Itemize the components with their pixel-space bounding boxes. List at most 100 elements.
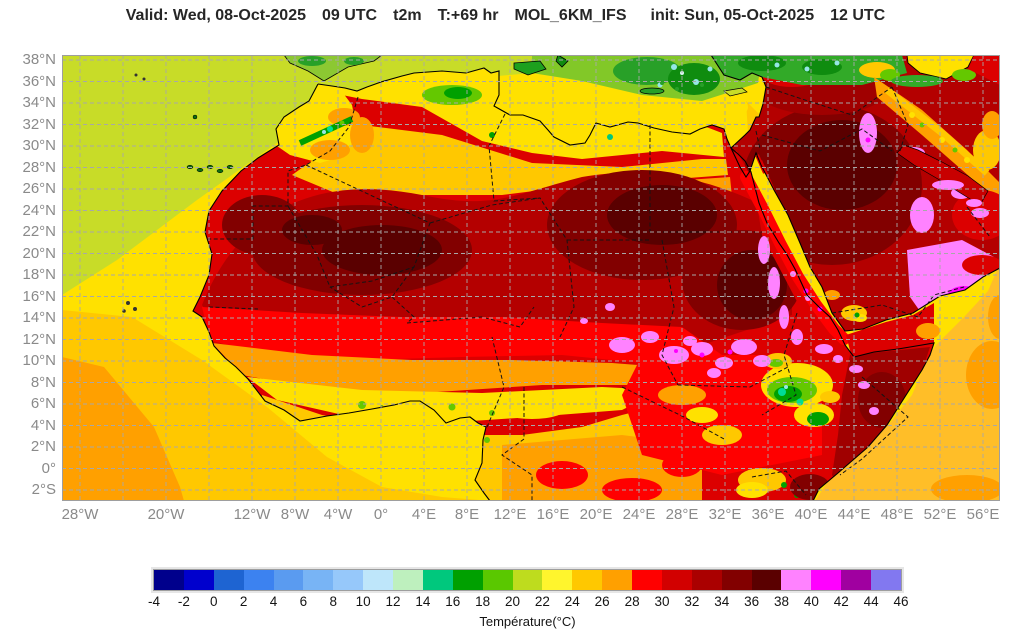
lon-tick-label: 12°E <box>493 506 527 523</box>
colorbar-tick-label: 4 <box>269 594 278 609</box>
lon-tick-label: 56°E <box>966 506 1000 523</box>
colorbar-tick-label: 14 <box>415 594 431 609</box>
title-part: T:+69 hr <box>437 7 499 24</box>
lat-tick-label: 32°N <box>22 115 56 133</box>
title-part: Valid: Wed, 08-Oct-2025 <box>125 7 306 24</box>
gulf-of-aden <box>846 303 940 358</box>
colorbar-tick-label: -2 <box>177 594 190 609</box>
lat-tick-label: 14°N <box>22 309 56 326</box>
colorbar-cell <box>721 570 752 590</box>
colorbar-cell <box>661 570 692 590</box>
lat-tick-label: 2°S <box>31 481 56 498</box>
lat-tick-label: 18°N <box>22 266 56 283</box>
colorbar-tick-label: 42 <box>833 594 849 609</box>
colorbar <box>154 570 901 590</box>
colorbar-cell <box>841 570 871 590</box>
colorbar-cell <box>183 570 214 590</box>
colorbar-cell <box>154 570 184 590</box>
colorbar-cell <box>542 570 573 590</box>
colorbar-tick-label: 32 <box>684 594 700 609</box>
colorbar-tick-label: 6 <box>299 594 308 609</box>
lat-tick-label: 24°N <box>22 201 56 219</box>
colorbar-cell <box>393 570 423 590</box>
lon-tick-label: 0° <box>373 506 389 523</box>
colorbar-cell <box>512 570 543 590</box>
lat-tick-label: 34°N <box>22 94 56 111</box>
colorbar-title: Température(°C) <box>479 614 576 629</box>
lon-tick-label: 52°E <box>923 506 957 523</box>
colorbar-tick-label: 2 <box>239 594 248 609</box>
colorbar-tick-label: 38 <box>773 594 789 609</box>
lon-tick-label: 12°W <box>233 506 271 523</box>
colorbar-cell <box>632 570 662 590</box>
lon-tick-label: 48°E <box>880 506 914 523</box>
lat-tick-label: 0° <box>41 459 56 477</box>
lon-tick-label: 36°E <box>751 506 785 523</box>
colorbar-cell <box>213 570 244 590</box>
colorbar-tick-label: 40 <box>803 594 819 609</box>
lon-tick-label: 40°E <box>794 506 828 523</box>
colorbar-cell <box>781 570 812 590</box>
colorbar-cell <box>482 570 513 590</box>
colorbar-tick-label: 10 <box>355 594 371 609</box>
colorbar-tick-label: 24 <box>564 594 580 609</box>
colorbar-cell <box>602 570 632 590</box>
map-frame <box>62 55 1000 501</box>
lon-tick-label: 8°E <box>454 506 480 523</box>
lon-tick-label: 28°E <box>665 506 699 523</box>
title-part: 09 UTC <box>321 7 378 24</box>
colorbar-tick-label: 26 <box>594 594 610 609</box>
lat-tick-label: 8°N <box>30 373 56 391</box>
colorbar-tick-label: 30 <box>654 594 670 609</box>
temperature-map <box>62 55 1000 501</box>
lon-tick-label: 4°E <box>411 506 437 523</box>
colorbar-cell <box>303 570 334 590</box>
colorbar-tick-label: 46 <box>893 594 909 609</box>
lat-tick-label: 30°N <box>22 137 56 154</box>
lat-tick-label: 28°N <box>22 158 56 176</box>
colorbar-cell <box>811 570 842 590</box>
colorbar-tick-label: 22 <box>534 594 550 609</box>
colorbar-cell <box>422 570 453 590</box>
lon-tick-label: 24°E <box>622 506 656 523</box>
colorbar-cell <box>452 570 483 590</box>
colorbar-cell <box>363 570 393 590</box>
colorbar-cell <box>333 570 364 590</box>
colorbar-cell <box>273 570 304 590</box>
country-borders <box>208 86 991 501</box>
lon-tick-label: 20°W <box>147 506 185 523</box>
lat-tick-label: 4°N <box>30 416 56 434</box>
lon-tick-label: 32°E <box>708 506 742 523</box>
lat-tick-label: 22°N <box>22 223 56 240</box>
colorbar-tick-label: 44 <box>863 594 879 609</box>
lat-tick-label: 10°N <box>22 352 56 369</box>
lon-tick-label: 8°W <box>280 506 310 523</box>
lon-tick-label: 16°E <box>536 506 570 523</box>
colorbar-tick-label: 36 <box>744 594 760 609</box>
colorbar-tick-label: 8 <box>329 594 338 609</box>
title-part: 12 UTC <box>830 7 886 24</box>
colorbar-tick-label: -4 <box>147 594 160 609</box>
lat-tick-label: 16°N <box>22 287 56 305</box>
colorbar-tick-label: 34 <box>714 594 730 609</box>
lat-tick-label: 38°N <box>22 51 56 68</box>
lat-tick-label: 36°N <box>22 72 56 90</box>
lat-tick-label: 12°N <box>22 330 56 348</box>
lat-tick-label: 26°N <box>22 180 56 197</box>
lat-tick-label: 6°N <box>30 395 56 412</box>
lon-tick-label: 44°E <box>837 506 871 523</box>
islands-and-europe <box>122 55 748 313</box>
title-part: MOL_6KM_IFS <box>514 7 627 24</box>
lon-tick-label: 4°W <box>323 506 353 523</box>
graticule <box>62 55 1000 501</box>
map-title: Valid: Wed, 08-Oct-2025 09 UTC t2m T:+69 hr… <box>0 7 1011 25</box>
colorbar-tick-label: 16 <box>445 594 461 609</box>
colorbar-tick-label: 18 <box>475 594 491 609</box>
lon-tick-label: 20°E <box>579 506 613 523</box>
colorbar-tick-label: 12 <box>385 594 401 609</box>
lat-tick-label: 2°N <box>30 438 56 455</box>
title-part: t2m <box>393 7 422 24</box>
colorbar-tick-label: 0 <box>209 594 218 609</box>
colorbar-cell <box>751 570 782 590</box>
